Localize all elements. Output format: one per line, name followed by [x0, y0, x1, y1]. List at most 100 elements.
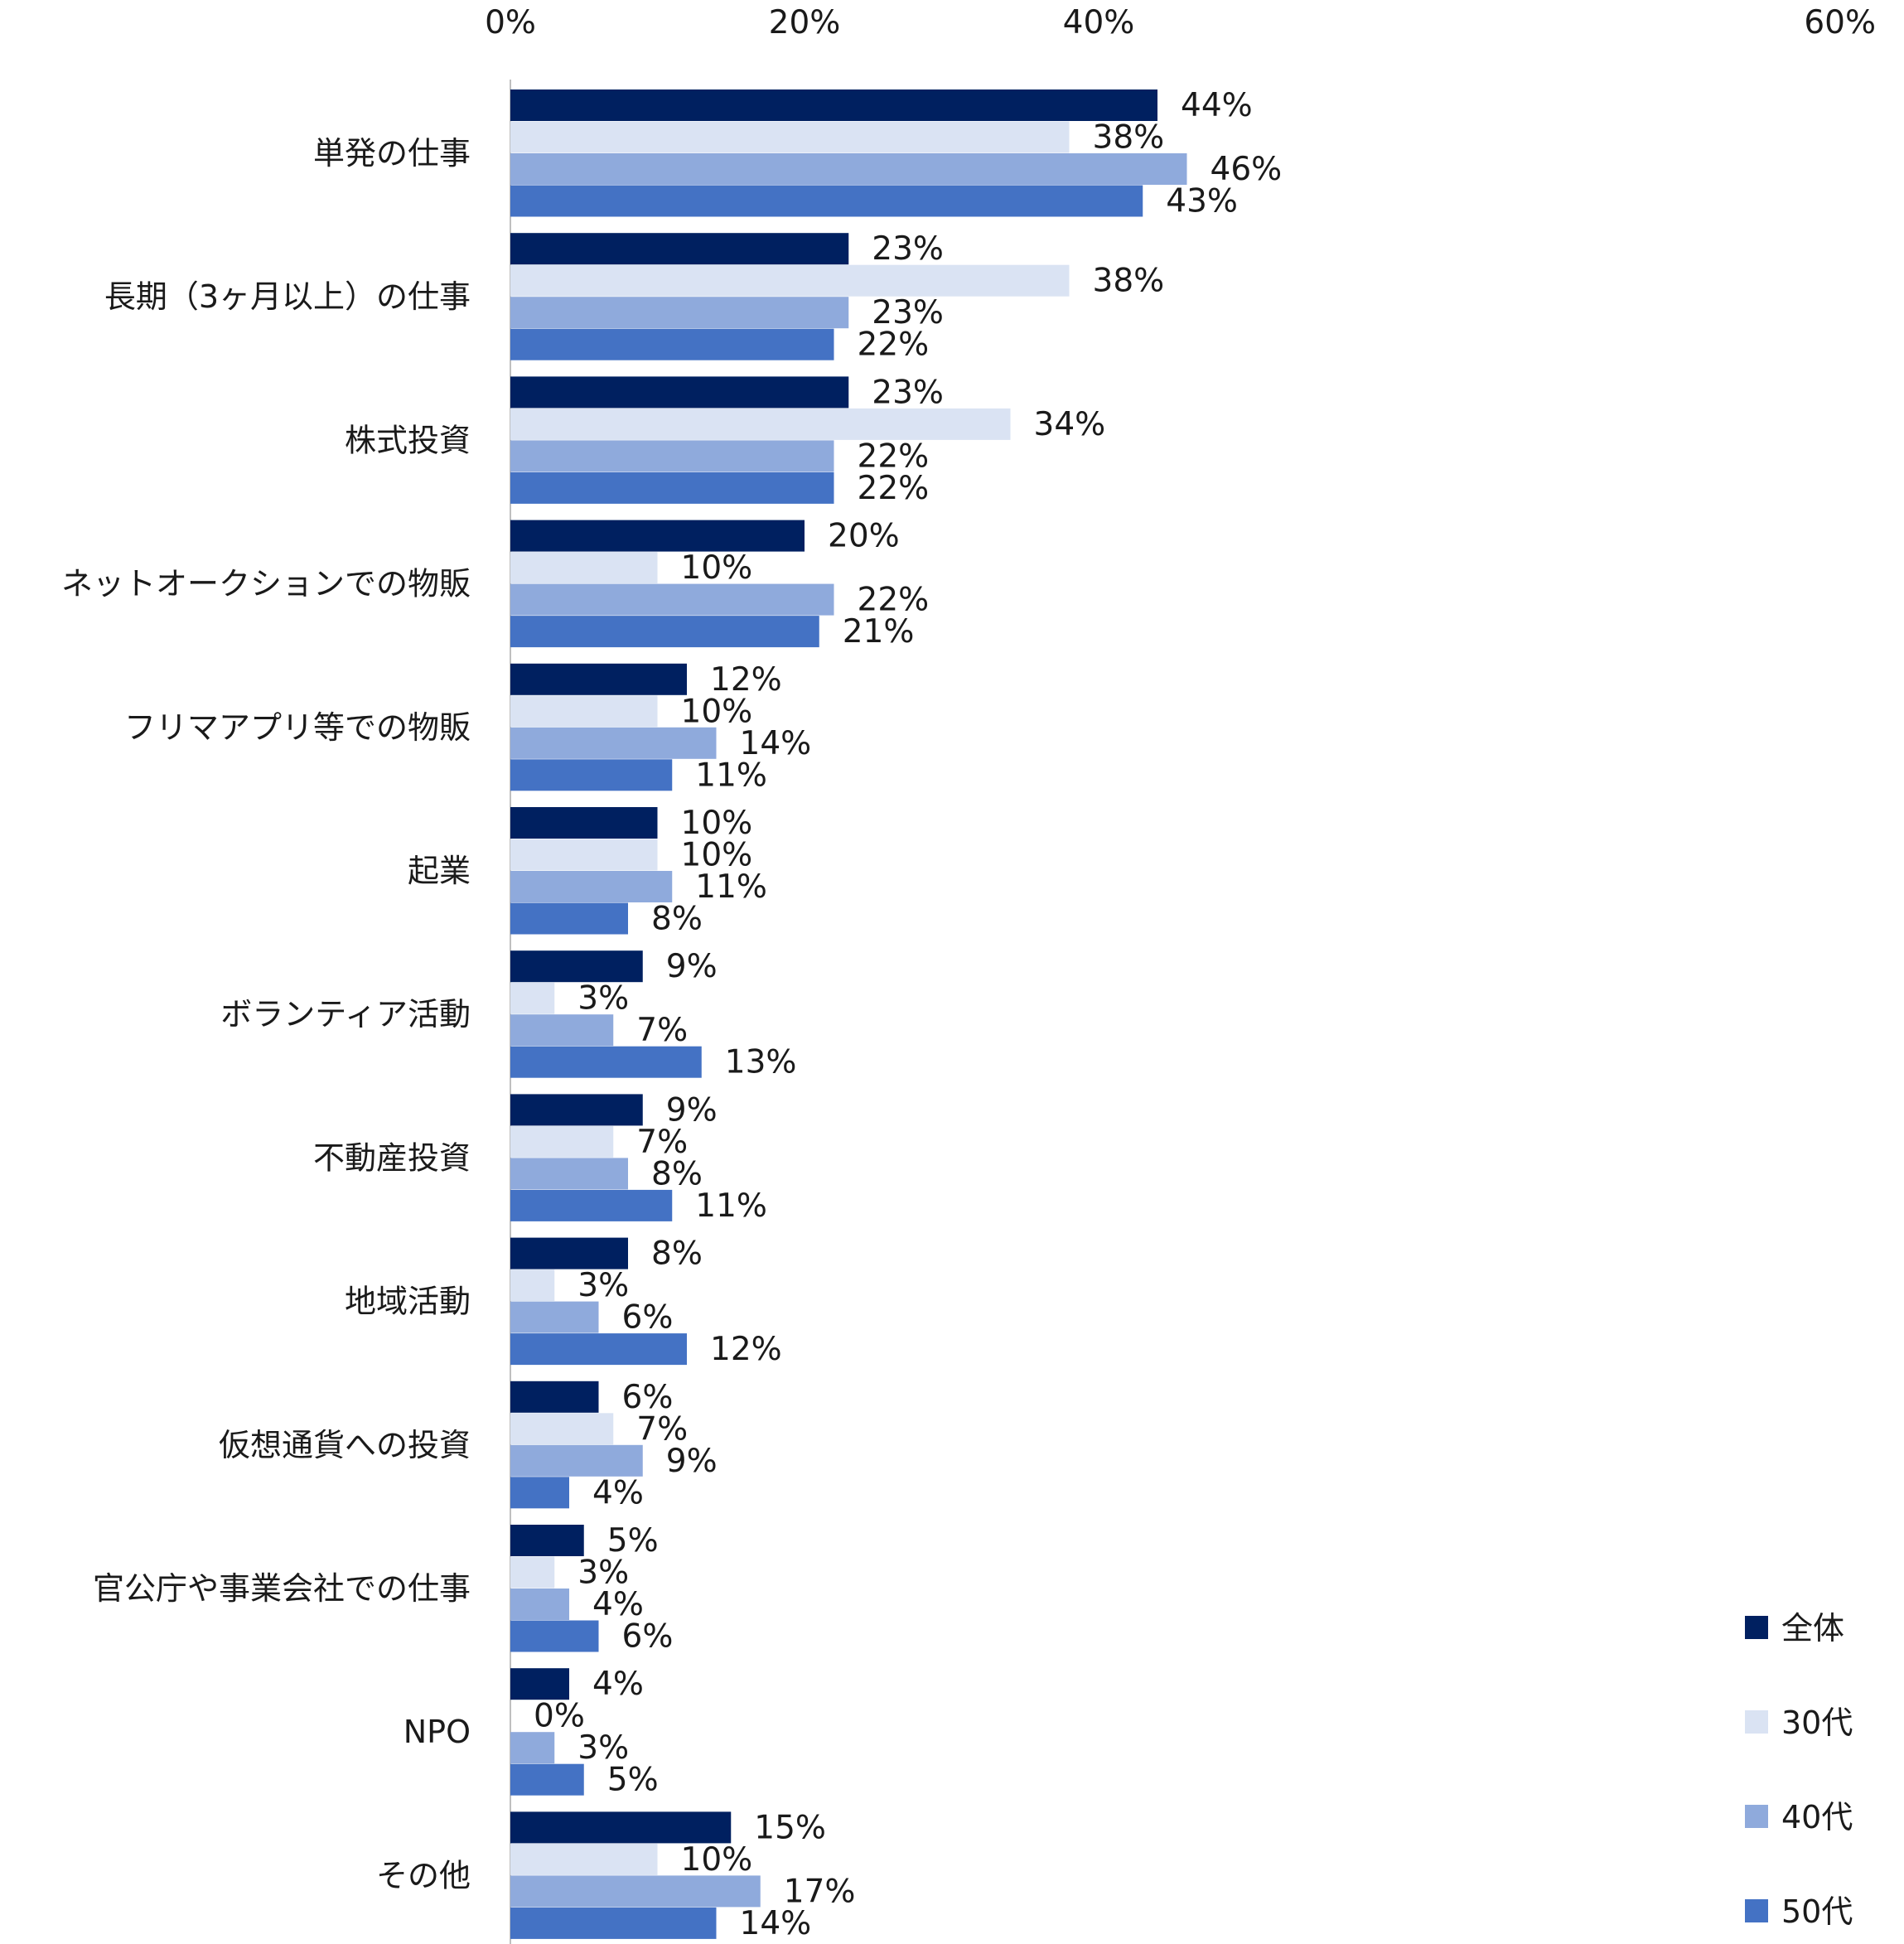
data-label: 14% — [740, 1905, 812, 1942]
data-label: 9% — [666, 1443, 718, 1480]
bar — [510, 1556, 555, 1589]
bar — [510, 871, 673, 902]
bar — [510, 520, 805, 552]
data-label: 4% — [592, 1666, 644, 1703]
bar — [510, 297, 849, 329]
bar — [510, 982, 555, 1014]
bar — [510, 1875, 761, 1908]
data-label: 22% — [858, 582, 930, 619]
bar — [510, 1125, 614, 1158]
bar — [510, 950, 643, 983]
data-label: 23% — [872, 294, 944, 331]
bar — [510, 153, 1187, 185]
bar — [510, 1413, 614, 1445]
data-label: 44% — [1181, 87, 1253, 124]
data-label: 46% — [1211, 151, 1283, 188]
bar — [510, 1589, 569, 1620]
data-label: 7% — [636, 1124, 688, 1161]
data-label: 0% — [534, 1698, 585, 1735]
bar — [510, 902, 628, 935]
bar — [510, 1014, 614, 1047]
bar — [510, 1158, 628, 1190]
data-label: 10% — [681, 805, 753, 842]
data-label: 20% — [828, 518, 900, 555]
data-label: 6% — [622, 1299, 674, 1337]
data-label: 38% — [1093, 119, 1165, 157]
x-tick-label: 40% — [1063, 4, 1135, 41]
bar — [510, 807, 658, 839]
bar — [510, 1301, 599, 1333]
data-label: 15% — [754, 1809, 826, 1846]
bar — [510, 839, 658, 871]
data-labels: 44%38%46%43%23%38%23%22%23%34%22%22%20%1… — [534, 87, 1282, 1942]
bar — [510, 1046, 702, 1078]
category-label: フリマアプリ等での物販 — [124, 709, 471, 746]
bar — [510, 1381, 599, 1413]
data-label: 34% — [1034, 406, 1106, 443]
bar — [510, 328, 834, 360]
legend-swatch — [1745, 1899, 1768, 1922]
bar — [510, 616, 819, 648]
bar — [510, 233, 849, 265]
data-label: 11% — [695, 1187, 767, 1225]
bar — [510, 1763, 584, 1796]
bars — [510, 89, 1187, 1939]
category-label: 官公庁や事業会社での仕事 — [93, 1570, 471, 1607]
legend-label: 40代 — [1781, 1799, 1853, 1835]
data-label: 3% — [577, 980, 629, 1018]
data-label: 3% — [577, 1267, 629, 1304]
bar — [510, 264, 1070, 297]
bar — [510, 1189, 673, 1221]
bar — [510, 121, 1070, 153]
bar — [510, 583, 834, 616]
category-label: 仮想通貨への投資 — [219, 1427, 471, 1463]
bar — [510, 1444, 643, 1477]
data-label: 5% — [607, 1522, 659, 1560]
data-label: 7% — [636, 1012, 688, 1049]
data-label: 8% — [651, 901, 703, 938]
data-label: 21% — [843, 613, 915, 650]
data-label: 22% — [858, 326, 930, 364]
bar — [510, 440, 834, 472]
bar — [510, 1811, 732, 1844]
data-label: 6% — [622, 1379, 674, 1416]
data-label: 4% — [592, 1586, 644, 1623]
bar — [510, 727, 717, 759]
data-label: 10% — [681, 549, 753, 587]
category-label: ネットオークションでの物販 — [61, 566, 471, 602]
data-label: 13% — [725, 1044, 797, 1081]
legend-swatch — [1745, 1616, 1768, 1639]
legend-label: 全体 — [1781, 1610, 1844, 1647]
data-label: 10% — [681, 1841, 753, 1879]
data-label: 9% — [666, 948, 718, 985]
data-label: 8% — [651, 1155, 703, 1192]
category-label: 不動産投資 — [313, 1139, 471, 1176]
category-label: NPO — [404, 1714, 471, 1750]
category-label: 起業 — [408, 853, 471, 889]
data-label: 23% — [872, 230, 944, 268]
bar — [510, 1094, 643, 1126]
category-label: その他 — [376, 1857, 471, 1893]
bar — [510, 1333, 687, 1366]
data-label: 23% — [872, 374, 944, 411]
data-label: 38% — [1093, 263, 1165, 300]
bar — [510, 1269, 555, 1302]
data-label: 3% — [577, 1555, 629, 1592]
category-label: 長期（3ヶ月以上）の仕事 — [104, 278, 471, 315]
bar — [510, 1525, 584, 1556]
legend-swatch — [1745, 1805, 1768, 1828]
data-label: 9% — [666, 1091, 718, 1129]
data-label: 6% — [622, 1618, 674, 1656]
legend: 全体 30代 40代 50代 — [1745, 1610, 1853, 1930]
category-label: 株式投資 — [345, 422, 471, 458]
data-label: 3% — [577, 1729, 629, 1767]
data-label: 22% — [858, 470, 930, 507]
category-label: 地域活動 — [345, 1284, 471, 1320]
bar — [510, 1907, 717, 1939]
bar — [510, 1843, 658, 1875]
data-label: 8% — [651, 1236, 703, 1273]
bar — [510, 695, 658, 728]
bar — [510, 89, 1157, 121]
data-label: 12% — [710, 661, 782, 699]
